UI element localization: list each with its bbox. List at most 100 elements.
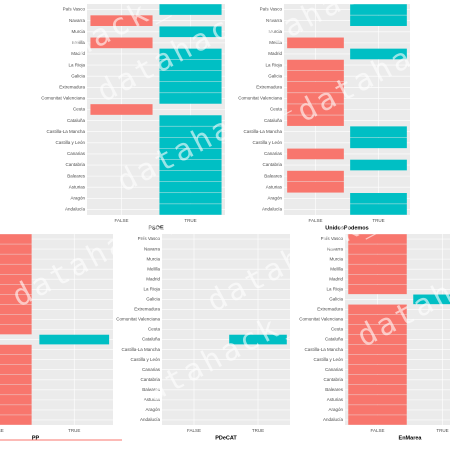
- tile: [348, 264, 407, 275]
- tile: [348, 244, 407, 254]
- y-tick-label: Extremadura: [317, 307, 343, 312]
- tile: [159, 204, 222, 215]
- tile: [348, 354, 407, 365]
- tile: [348, 405, 407, 415]
- tile: [159, 70, 222, 82]
- y-tick-label: Castilla y León: [55, 140, 85, 145]
- tile: [350, 15, 407, 26]
- tile: [348, 234, 407, 244]
- tile: [348, 415, 407, 425]
- tile: [287, 115, 344, 126]
- tile: [159, 137, 222, 149]
- tile: [39, 334, 110, 345]
- tile: [350, 159, 407, 171]
- tile: [350, 4, 407, 15]
- x-tick-label: TRUE: [68, 428, 80, 433]
- tile: [348, 304, 407, 315]
- panel-title: PSOE: [148, 225, 164, 231]
- y-tick-label: Navarra: [69, 18, 86, 23]
- y-tick-label: Castilla-La Mancha: [46, 129, 85, 134]
- y-tick-label: Cataluña: [67, 118, 86, 123]
- tile: [159, 181, 222, 193]
- y-tick-label: Extremadura: [256, 84, 282, 89]
- tile: [159, 170, 222, 182]
- y-tick-label: Madrid: [329, 276, 343, 281]
- tile: [0, 384, 32, 395]
- tile: [159, 59, 222, 71]
- tile: [0, 284, 32, 295]
- tile: [287, 104, 344, 115]
- y-tick-label: Castilla-La Mancha: [121, 347, 160, 352]
- panel-title: UnidosPodemos: [325, 225, 368, 231]
- tile: [287, 70, 344, 82]
- y-tick-label: Navarra: [327, 246, 344, 251]
- y-tick-label: Canarias: [67, 151, 86, 156]
- tile: [0, 364, 32, 375]
- tile: [348, 395, 407, 405]
- tile: [0, 254, 32, 264]
- y-tick-label: Andalucía: [140, 417, 161, 422]
- y-tick-label: Andalucía: [262, 207, 283, 212]
- x-tick-label: FALSE: [187, 428, 201, 433]
- y-tick-label: Galicia: [268, 73, 282, 78]
- tile: [0, 324, 32, 335]
- y-tick-label: Aragón: [145, 407, 160, 412]
- y-tick-label: Baleares: [264, 173, 283, 178]
- y-tick-label: Comunitat Valenciana: [116, 317, 160, 322]
- x-tick-label: TRUE: [252, 428, 264, 433]
- y-tick-label: Murcia: [146, 256, 160, 261]
- tile: [159, 26, 222, 38]
- y-tick-label: Galicia: [146, 297, 160, 302]
- y-tick-label: Navarra: [144, 246, 161, 251]
- panel-title: EnMarea: [399, 435, 423, 441]
- tile: [350, 126, 407, 138]
- tile: [0, 294, 32, 305]
- y-tick-label: Extremadura: [134, 307, 160, 312]
- tile: [159, 115, 222, 126]
- tile: [0, 304, 32, 315]
- y-tick-label: Cataluña: [264, 118, 283, 123]
- tile: [348, 254, 407, 264]
- tile: [350, 193, 407, 204]
- tile: [159, 126, 222, 138]
- tile: [287, 93, 344, 104]
- tile: [350, 48, 407, 60]
- y-tick-label: Madrid: [71, 51, 85, 56]
- y-tick-label: Comunitat Valenciana: [41, 96, 85, 101]
- y-tick-label: Canarias: [264, 151, 283, 156]
- y-tick-label: Asturias: [69, 184, 86, 189]
- y-tick-label: Murcia: [268, 29, 282, 34]
- y-tick-label: Navarra: [266, 18, 283, 23]
- y-tick-label: Baleares: [325, 387, 344, 392]
- tile: [90, 37, 153, 49]
- y-tick-label: Melilla: [147, 266, 160, 271]
- y-tick-label: Extremadura: [59, 84, 85, 89]
- y-tick-label: Ceuta: [148, 327, 161, 332]
- tile: [348, 384, 407, 395]
- tile: [0, 244, 32, 254]
- tile: [287, 59, 344, 71]
- tile: [0, 314, 32, 325]
- y-tick-label: País Vasco: [321, 236, 344, 241]
- y-tick-label: Canarias: [325, 367, 344, 372]
- y-tick-label: Asturias: [266, 184, 283, 189]
- y-tick-label: Ceuta: [331, 327, 344, 332]
- tile: [159, 159, 222, 171]
- y-tick-label: País Vasco: [260, 7, 283, 12]
- y-tick-label: Castilla y León: [252, 140, 282, 145]
- tile: [348, 364, 407, 375]
- y-tick-label: Cantabria: [262, 162, 282, 167]
- tile: [159, 93, 222, 104]
- panels: FALSE TRUE País Vasco Navarra Murcia Melilla M…: [0, 4, 450, 441]
- y-tick-label: Galicia: [71, 73, 85, 78]
- tile: [287, 170, 344, 182]
- y-tick-label: Melilla: [269, 40, 282, 45]
- y-tick-label: Aragón: [328, 407, 343, 412]
- x-tick-label: FALSE: [0, 428, 4, 433]
- y-tick-label: Baleares: [142, 387, 161, 392]
- x-tick-label: TRUE: [436, 428, 448, 433]
- y-tick-label: Cantabria: [140, 377, 160, 382]
- y-tick-label: Comunitat Valenciana: [238, 96, 282, 101]
- y-tick-label: Melilla: [72, 40, 85, 45]
